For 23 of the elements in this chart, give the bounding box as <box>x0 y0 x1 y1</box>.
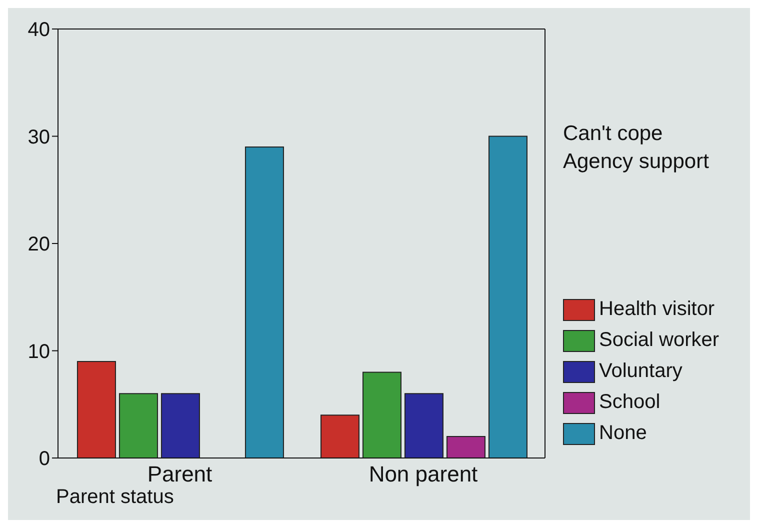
bar <box>118 393 158 458</box>
legend-label: Social worker <box>599 329 720 352</box>
bar <box>362 372 402 458</box>
x-tick-label: Non parent <box>368 462 478 487</box>
x-tick-label: Parent <box>147 462 212 487</box>
bar <box>404 393 444 458</box>
bar <box>244 146 284 458</box>
legend-label: Health visitor <box>599 298 715 321</box>
bar <box>488 136 528 458</box>
bar <box>320 414 360 458</box>
y-tick-label: 20 <box>28 234 50 256</box>
y-tick-label: 40 <box>28 19 50 42</box>
legend-title: Can't cope Agency support <box>563 121 710 175</box>
bar <box>76 360 116 458</box>
x-axis-title: Parent status <box>56 486 174 509</box>
y-tick-label: 30 <box>28 126 50 148</box>
y-tick-label: 0 <box>38 448 50 470</box>
bar <box>160 393 200 458</box>
legend-label: Voluntary <box>599 360 682 383</box>
legend-label: School <box>599 391 660 414</box>
bar <box>446 436 486 458</box>
legend-label: None <box>599 422 647 445</box>
y-tick-label: 10 <box>28 340 50 363</box>
